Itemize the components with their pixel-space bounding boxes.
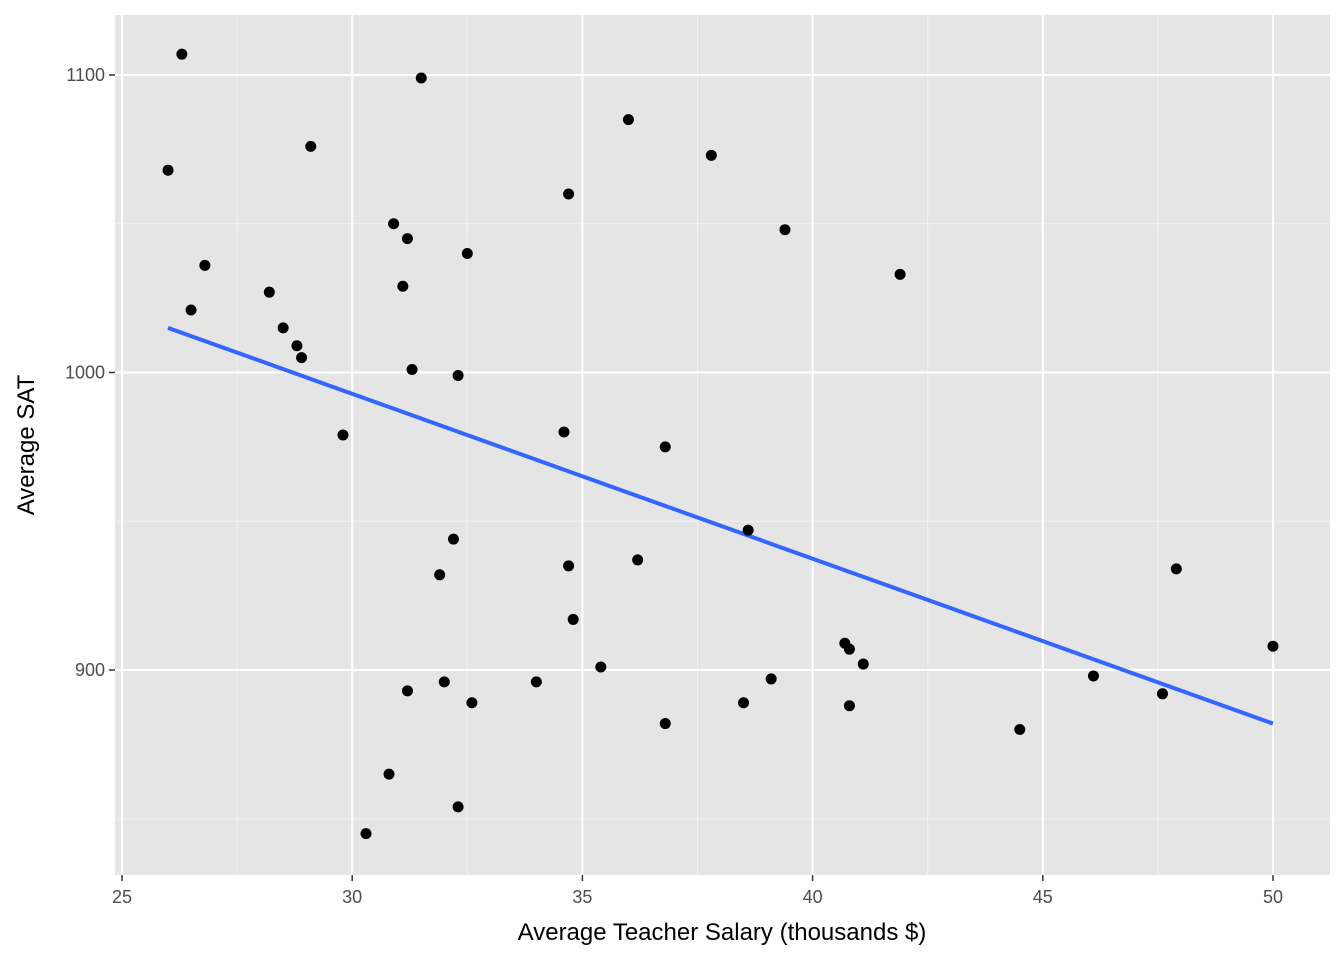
data-point [185,304,197,316]
y-tick-label: 900 [75,660,105,680]
data-point [622,114,634,126]
trendline [167,325,1274,726]
data-point [563,560,575,572]
trendline-layer [167,325,1274,726]
y-axis-title: Average SAT [13,374,40,515]
data-point [296,352,308,364]
data-point [447,533,459,545]
data-point [452,369,464,381]
data-point [401,685,413,697]
data-point [397,280,409,292]
data-point [401,233,413,245]
data-point [434,569,446,581]
data-point [438,676,450,688]
x-tick-label: 35 [572,887,592,907]
data-point [742,524,754,536]
data-point [563,188,575,200]
x-tick-label: 45 [1033,887,1053,907]
y-tick-label: 1000 [65,363,105,383]
x-tick-label: 30 [342,887,362,907]
minor-gridlines [115,15,1330,875]
data-point [263,286,275,298]
data-point [558,426,570,438]
data-point [176,48,188,60]
data-point [337,429,349,441]
data-point [659,441,671,453]
x-tick-label: 50 [1263,887,1283,907]
x-tick-label: 40 [803,887,823,907]
data-point [1014,724,1026,735]
data-point [360,828,372,840]
x-axis-title: Average Teacher Salary (thousands $) [518,919,927,946]
data-point [857,658,869,670]
x-axis: 25 30 35 40 45 50 [112,875,1283,907]
data-point [277,322,289,334]
data-point [894,268,906,280]
data-point [415,72,427,84]
data-point [162,164,174,176]
data-point [406,364,418,376]
data-point [1157,688,1169,700]
data-point [1087,670,1099,682]
data-point [1170,563,1182,575]
data-point [291,340,303,352]
panel-background [115,15,1330,875]
data-point [452,801,464,813]
data-point [383,768,395,780]
data-point [388,218,400,230]
data-point [843,700,855,712]
y-tick-label: 1100 [66,65,105,85]
x-tick-label: 25 [112,887,132,907]
data-point [1267,640,1279,652]
data-point [843,643,855,655]
data-point [530,676,542,688]
data-point [659,718,671,730]
data-point [461,248,473,259]
data-point [466,697,478,709]
y-axis: 900 1000 1100 [65,65,115,680]
data-point [199,259,211,271]
data-point [567,613,579,625]
data-point [765,673,777,685]
points-layer [162,48,1279,840]
data-point [779,224,791,236]
data-point [632,554,644,566]
data-point [738,697,750,709]
data-point [305,140,317,152]
data-point [595,661,607,673]
data-point [705,149,717,161]
